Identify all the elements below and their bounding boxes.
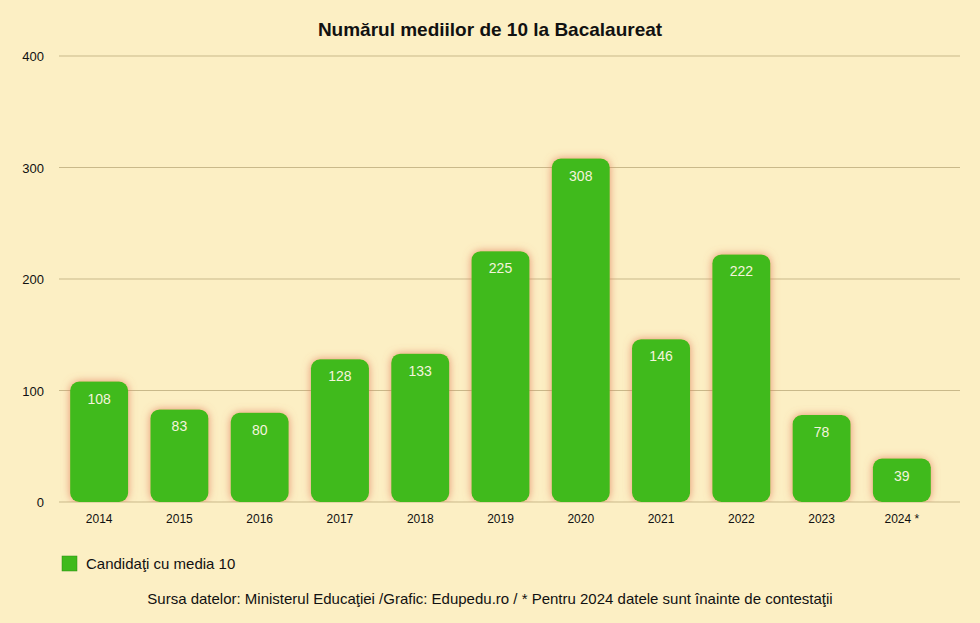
data-label: 133 [409, 363, 433, 379]
bar [472, 251, 530, 502]
bar [391, 354, 449, 502]
x-tick-label: 2022 [728, 512, 755, 526]
x-tick-label: 2015 [166, 512, 193, 526]
x-tick-label: 2023 [808, 512, 835, 526]
x-tick-label: 2020 [567, 512, 594, 526]
bar [150, 409, 208, 502]
bar [70, 382, 128, 502]
bar [632, 339, 690, 502]
x-tick-label: 2018 [407, 512, 434, 526]
y-tick-label: 100 [22, 384, 44, 399]
y-tick-label: 200 [22, 272, 44, 287]
grid [59, 56, 960, 502]
bar [873, 459, 931, 502]
grid-line [59, 56, 960, 57]
x-tick-label: 2017 [327, 512, 354, 526]
data-label: 39 [894, 468, 910, 484]
data-label: 308 [569, 168, 593, 184]
data-label: 78 [814, 424, 830, 440]
y-tick-label: 300 [22, 161, 44, 176]
chart-title: Numărul mediilor de 10 la Bacalaureat [318, 19, 663, 40]
legend-label: Candidaţi cu media 10 [86, 555, 235, 572]
x-tick-label: 2019 [487, 512, 514, 526]
data-label: 83 [172, 418, 188, 434]
chart-svg: Numărul mediilor de 10 la Bacalaureat 0 10… [0, 0, 980, 623]
legend-swatch [62, 556, 77, 571]
grid-line [59, 167, 960, 168]
source-note: Sursa datelor: Ministerul Educaţiei /Gra… [147, 590, 832, 607]
chart-container: Numărul mediilor de 10 la Bacalaureat 0 10… [0, 0, 980, 623]
data-label: 146 [649, 348, 673, 364]
bar [712, 254, 770, 502]
x-tick-label: 2014 [86, 512, 113, 526]
data-label: 80 [252, 422, 268, 438]
x-tick-label: 2024 * [885, 512, 920, 526]
y-tick-label: 400 [22, 49, 44, 64]
bar [231, 413, 289, 502]
data-label: 225 [489, 260, 513, 276]
x-tick-label: 2021 [648, 512, 675, 526]
data-label: 222 [730, 263, 754, 279]
x-tick-label: 2016 [246, 512, 273, 526]
bar [311, 359, 369, 502]
data-label: 128 [328, 368, 352, 384]
bars [70, 159, 931, 502]
bar [552, 159, 610, 502]
y-tick-label: 0 [37, 495, 44, 510]
data-label: 108 [87, 391, 111, 407]
bar [793, 415, 851, 502]
